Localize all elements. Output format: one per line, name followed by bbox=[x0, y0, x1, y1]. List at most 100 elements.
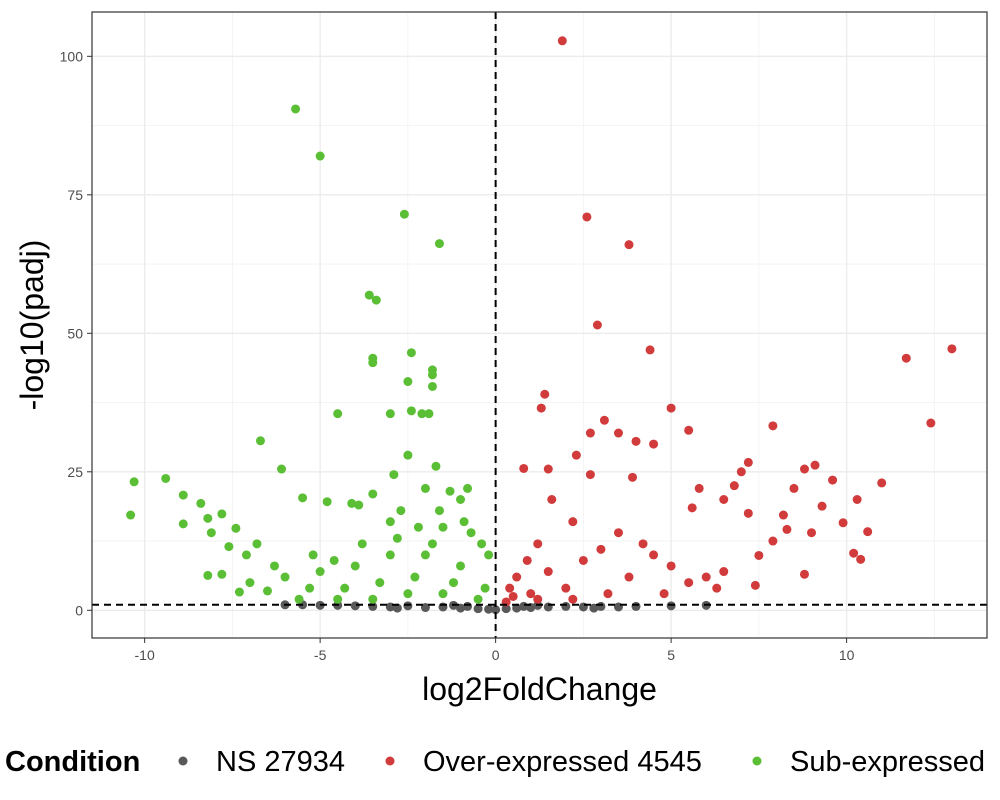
point-sub-expressed bbox=[410, 572, 420, 582]
point-over-expressed bbox=[877, 478, 887, 488]
point-over-expressed bbox=[533, 594, 543, 604]
point-over-expressed bbox=[645, 345, 655, 355]
point-over-expressed bbox=[901, 353, 911, 363]
legend-key-over-expressed bbox=[385, 756, 395, 766]
legend-label-sub-expressed: Sub-expressed bbox=[790, 746, 985, 778]
y-tick-label: 75 bbox=[67, 187, 83, 203]
point-over-expressed bbox=[582, 212, 592, 222]
point-sub-expressed bbox=[375, 578, 385, 588]
point-sub-expressed bbox=[403, 377, 413, 387]
point-over-expressed bbox=[789, 483, 799, 493]
point-sub-expressed bbox=[350, 561, 360, 571]
point-sub-expressed bbox=[438, 522, 448, 532]
point-over-expressed bbox=[638, 539, 648, 549]
point-sub-expressed bbox=[456, 495, 466, 505]
x-tick-label: 10 bbox=[839, 647, 855, 663]
point-sub-expressed bbox=[333, 409, 343, 419]
point-over-expressed bbox=[856, 554, 866, 564]
point-over-expressed bbox=[701, 572, 711, 582]
point-sub-expressed bbox=[420, 550, 430, 560]
point-over-expressed bbox=[526, 589, 536, 599]
point-over-expressed bbox=[613, 528, 623, 538]
y-tick-label: 0 bbox=[75, 602, 83, 618]
point-over-expressed bbox=[799, 569, 809, 579]
point-sub-expressed bbox=[234, 587, 244, 597]
point-sub-expressed bbox=[298, 493, 308, 503]
point-sub-expressed bbox=[270, 561, 280, 571]
point-over-expressed bbox=[852, 495, 862, 505]
y-axis-ticks: 0 25 50 75 100 bbox=[60, 48, 92, 618]
point-sub-expressed bbox=[364, 290, 374, 300]
point-ns bbox=[350, 601, 360, 611]
x-tick-label: 5 bbox=[667, 647, 675, 663]
point-over-expressed bbox=[684, 425, 694, 435]
point-sub-expressed bbox=[347, 498, 357, 508]
point-sub-expressed bbox=[354, 500, 364, 510]
x-tick-label: -5 bbox=[314, 647, 327, 663]
point-over-expressed bbox=[799, 464, 809, 474]
point-over-expressed bbox=[828, 475, 838, 485]
point-sub-expressed bbox=[368, 358, 378, 368]
point-sub-expressed bbox=[456, 561, 466, 571]
point-over-expressed bbox=[743, 457, 753, 467]
point-sub-expressed bbox=[368, 489, 378, 499]
point-sub-expressed bbox=[255, 436, 265, 446]
point-over-expressed bbox=[585, 428, 595, 438]
point-over-expressed bbox=[659, 589, 669, 599]
point-sub-expressed bbox=[245, 578, 255, 588]
point-over-expressed bbox=[624, 240, 634, 250]
point-sub-expressed bbox=[396, 506, 406, 516]
point-ns bbox=[484, 604, 494, 614]
point-sub-expressed bbox=[427, 539, 437, 549]
point-over-expressed bbox=[631, 436, 641, 446]
point-sub-expressed bbox=[385, 550, 395, 560]
point-over-expressed bbox=[613, 428, 623, 438]
point-over-expressed bbox=[547, 495, 557, 505]
point-over-expressed bbox=[599, 415, 609, 425]
point-over-expressed bbox=[719, 495, 729, 505]
point-sub-expressed bbox=[438, 589, 448, 599]
legend: Condition NS 27934 Over-expressed 4545 S… bbox=[5, 746, 985, 778]
data-points bbox=[126, 36, 957, 615]
x-axis-title: log2FoldChange bbox=[422, 671, 657, 707]
point-over-expressed bbox=[543, 567, 553, 577]
point-sub-expressed bbox=[477, 539, 487, 549]
point-sub-expressed bbox=[206, 528, 216, 538]
point-sub-expressed bbox=[329, 555, 339, 565]
y-tick-label: 50 bbox=[67, 325, 83, 341]
point-over-expressed bbox=[592, 320, 602, 330]
point-over-expressed bbox=[561, 583, 571, 593]
point-ns bbox=[631, 601, 641, 611]
point-sub-expressed bbox=[466, 528, 476, 538]
point-over-expressed bbox=[719, 567, 729, 577]
point-sub-expressed bbox=[340, 583, 350, 593]
point-ns bbox=[666, 601, 676, 611]
point-over-expressed bbox=[810, 460, 820, 470]
grid-lines bbox=[92, 12, 987, 638]
legend-key-ns bbox=[178, 756, 188, 766]
point-over-expressed bbox=[540, 389, 550, 399]
point-ns bbox=[463, 601, 473, 611]
point-sub-expressed bbox=[217, 509, 227, 519]
point-ns bbox=[491, 605, 501, 615]
point-sub-expressed bbox=[203, 570, 213, 580]
point-sub-expressed bbox=[417, 409, 427, 419]
point-sub-expressed bbox=[280, 572, 290, 582]
point-sub-expressed bbox=[434, 239, 444, 249]
point-over-expressed bbox=[729, 481, 739, 491]
point-over-expressed bbox=[743, 508, 753, 518]
point-ns bbox=[420, 603, 430, 613]
point-over-expressed bbox=[571, 450, 581, 460]
point-ns bbox=[512, 603, 522, 613]
point-sub-expressed bbox=[459, 517, 469, 527]
point-over-expressed bbox=[536, 403, 546, 413]
point-sub-expressed bbox=[427, 370, 437, 380]
point-sub-expressed bbox=[262, 586, 272, 596]
point-over-expressed bbox=[782, 524, 792, 534]
point-over-expressed bbox=[543, 464, 553, 474]
plot-panel-background bbox=[92, 12, 987, 638]
point-sub-expressed bbox=[252, 539, 262, 549]
point-sub-expressed bbox=[277, 464, 287, 474]
point-sub-expressed bbox=[308, 550, 318, 560]
point-sub-expressed bbox=[178, 490, 188, 500]
